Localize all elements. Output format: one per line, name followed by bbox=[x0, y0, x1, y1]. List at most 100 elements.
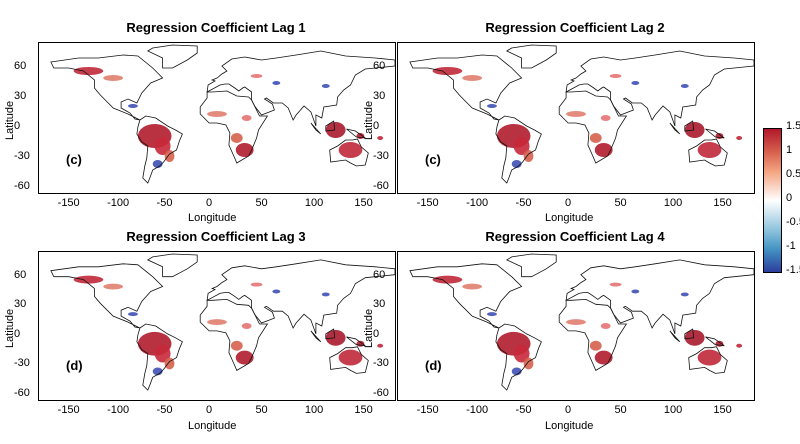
anomaly-region bbox=[250, 74, 263, 78]
coastline bbox=[329, 138, 369, 167]
anomaly-region bbox=[589, 133, 602, 143]
coastline bbox=[325, 328, 336, 340]
x-tick-label: 150 bbox=[354, 404, 373, 416]
anomaly-region bbox=[338, 349, 363, 366]
coastline bbox=[199, 298, 269, 371]
y-tick-label: 60 bbox=[373, 268, 386, 281]
anomaly-region bbox=[566, 111, 586, 117]
anomaly-region bbox=[207, 319, 227, 326]
y-tick-label: -60 bbox=[14, 387, 30, 400]
anomaly-region bbox=[513, 137, 530, 155]
panel-title: Regression Coefficient Lag 4 bbox=[485, 229, 665, 244]
anomaly-region bbox=[128, 312, 138, 317]
anomaly-region bbox=[680, 292, 689, 297]
anomaly-region bbox=[432, 275, 463, 284]
y-tick-label: -30 bbox=[373, 150, 389, 162]
anomaly-region bbox=[684, 329, 705, 346]
x-axis-label: Longitude bbox=[188, 212, 237, 224]
y-tick-label: -60 bbox=[14, 180, 30, 192]
coastline bbox=[329, 346, 369, 374]
anomaly-region bbox=[235, 350, 254, 365]
y-tick-label: 60 bbox=[14, 60, 27, 72]
coastline bbox=[409, 263, 523, 329]
y-tick-label: 0 bbox=[14, 327, 21, 340]
x-tick-label: -100 bbox=[466, 197, 489, 209]
anomaly-region bbox=[487, 312, 497, 317]
anomaly-region bbox=[377, 343, 384, 348]
coastline bbox=[146, 253, 198, 278]
anomaly-region bbox=[230, 133, 243, 143]
x-tick-label: 100 bbox=[304, 197, 324, 209]
anomaly-region bbox=[609, 282, 622, 287]
anomaly-region bbox=[154, 137, 171, 155]
colorbar-tick-label: 0 bbox=[786, 192, 793, 204]
coastline bbox=[495, 323, 542, 391]
x-tick-label: 50 bbox=[614, 197, 627, 209]
anomaly-region bbox=[321, 292, 330, 297]
x-tick-label: 0 bbox=[565, 197, 572, 209]
coastline bbox=[146, 44, 198, 69]
anomaly-region bbox=[462, 75, 483, 81]
anomaly-region bbox=[230, 340, 243, 351]
y-tick-label: 60 bbox=[14, 268, 27, 281]
map-frame bbox=[38, 251, 396, 401]
colorbar-tick-label: -1.5 bbox=[786, 264, 800, 276]
x-tick-label: 100 bbox=[663, 404, 683, 416]
coastline bbox=[206, 259, 395, 335]
x-tick-label: 50 bbox=[614, 404, 627, 416]
x-axis-label: Longitude bbox=[188, 420, 237, 432]
coastline bbox=[558, 90, 628, 164]
anomaly-region bbox=[250, 282, 263, 287]
coastline bbox=[688, 346, 728, 374]
anomaly-region bbox=[462, 283, 483, 290]
anomaly-region bbox=[325, 329, 346, 346]
colorbar bbox=[763, 128, 782, 273]
x-tick-label: -150 bbox=[416, 197, 439, 209]
anomaly-region bbox=[73, 67, 104, 75]
anomaly-region bbox=[432, 67, 463, 75]
panel-letter: (c) bbox=[66, 152, 82, 167]
anomaly-region bbox=[566, 319, 586, 326]
anomaly-region bbox=[103, 75, 124, 81]
anomaly-region bbox=[631, 81, 640, 85]
anomaly-region bbox=[207, 111, 227, 117]
world-map bbox=[409, 253, 754, 391]
coastline bbox=[669, 122, 681, 135]
x-tick-label: 0 bbox=[206, 197, 213, 209]
anomaly-region bbox=[736, 343, 743, 348]
colorbar-tick-label: 1 bbox=[786, 144, 793, 156]
coastline bbox=[565, 50, 754, 127]
y-tick-label: 30 bbox=[373, 90, 386, 102]
x-tick-label: -150 bbox=[416, 404, 439, 416]
y-tick-label: 30 bbox=[14, 90, 27, 102]
anomaly-region bbox=[321, 84, 330, 88]
coastline bbox=[136, 115, 183, 184]
coastline bbox=[558, 298, 628, 371]
x-tick-label: 50 bbox=[255, 404, 268, 416]
anomaly-region bbox=[594, 143, 613, 157]
y-tick-label: 60 bbox=[373, 60, 386, 72]
anomaly-region bbox=[600, 115, 611, 121]
coastline bbox=[505, 253, 557, 278]
y-tick-label: -60 bbox=[373, 180, 389, 192]
colorbar-tick-label: -1 bbox=[786, 240, 796, 252]
x-tick-label: 150 bbox=[713, 404, 732, 416]
anomaly-region bbox=[272, 81, 281, 85]
x-tick-label: 100 bbox=[663, 197, 683, 209]
world-map bbox=[409, 44, 754, 184]
x-tick-label: -50 bbox=[515, 404, 532, 416]
coastline bbox=[325, 120, 336, 132]
coastline bbox=[346, 336, 366, 347]
colorbar-tick-label: 1.5 bbox=[786, 120, 800, 132]
panel-letter: (d) bbox=[425, 358, 442, 373]
anomaly-region bbox=[736, 136, 743, 140]
x-tick-label: 100 bbox=[304, 404, 324, 416]
anomaly-region bbox=[128, 104, 138, 108]
coastline bbox=[136, 323, 183, 391]
x-axis-label: Longitude bbox=[545, 212, 594, 224]
x-tick-label: -50 bbox=[515, 197, 532, 209]
anomaly-region bbox=[589, 340, 602, 351]
panel-title: Regression Coefficient Lag 2 bbox=[485, 20, 665, 35]
coastline bbox=[705, 336, 725, 347]
panel-letter: (c) bbox=[425, 152, 441, 167]
